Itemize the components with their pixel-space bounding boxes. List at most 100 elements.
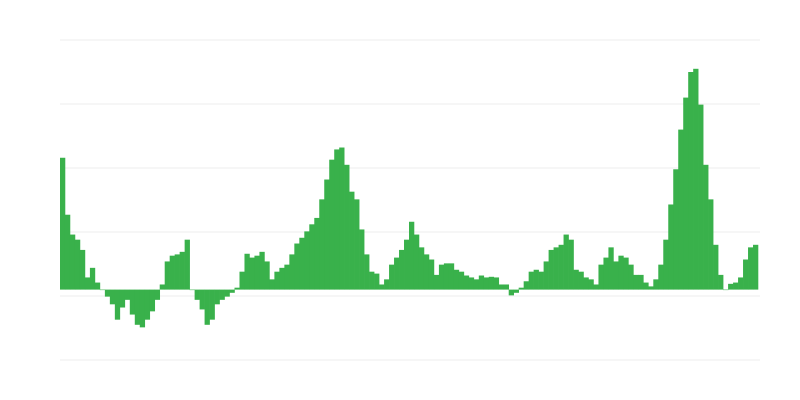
bar — [613, 261, 619, 290]
bar — [453, 269, 460, 290]
bar — [249, 257, 255, 290]
bar — [653, 279, 659, 290]
bar — [743, 259, 749, 290]
bar — [339, 147, 345, 290]
bar — [379, 284, 385, 290]
bar — [538, 271, 544, 290]
bar — [114, 289, 121, 320]
bar — [658, 264, 664, 290]
bar — [149, 289, 156, 312]
bar — [698, 104, 704, 290]
bar — [723, 289, 729, 291]
bar — [463, 275, 470, 290]
bar — [79, 249, 86, 290]
bar — [239, 271, 245, 290]
bar — [678, 129, 684, 290]
bar — [229, 289, 235, 293]
bar — [354, 199, 360, 290]
bar — [169, 255, 175, 290]
bar — [423, 254, 430, 290]
bar — [139, 289, 146, 328]
bar — [369, 271, 375, 290]
bar — [314, 217, 320, 290]
bar — [329, 159, 335, 290]
bar — [753, 244, 759, 290]
bar — [673, 169, 679, 290]
bar — [528, 271, 534, 290]
bar — [433, 274, 440, 290]
bar — [668, 204, 674, 290]
bar — [164, 261, 170, 290]
bar — [264, 261, 270, 290]
bar — [89, 267, 96, 290]
bar — [69, 234, 76, 290]
bar — [438, 264, 445, 290]
bar — [443, 263, 450, 290]
gridlines — [60, 39, 760, 361]
bar — [344, 164, 350, 290]
bar — [144, 289, 151, 320]
bar — [159, 284, 165, 290]
bar — [119, 289, 126, 308]
bar — [598, 264, 604, 290]
bar — [364, 254, 370, 290]
bar — [688, 72, 694, 290]
bars — [60, 68, 759, 328]
bar — [60, 157, 66, 290]
bar — [174, 254, 180, 290]
bar — [703, 164, 709, 290]
bar — [643, 282, 649, 290]
bar — [413, 234, 420, 290]
bar — [708, 199, 714, 290]
bar — [573, 269, 579, 290]
bar — [124, 289, 131, 300]
bar — [748, 247, 754, 290]
bar — [84, 277, 91, 290]
bar — [209, 289, 215, 320]
bar — [234, 287, 240, 290]
bar — [284, 264, 290, 290]
bar — [718, 274, 724, 290]
bar — [74, 239, 81, 290]
bar — [244, 253, 250, 290]
bar — [728, 283, 734, 290]
bar — [593, 284, 599, 290]
bar — [498, 284, 505, 290]
bar — [224, 289, 230, 297]
bar — [478, 275, 485, 290]
bar — [663, 239, 669, 290]
bar — [389, 264, 395, 290]
bar — [568, 239, 574, 290]
bar — [713, 244, 719, 290]
bar — [404, 239, 410, 290]
bar — [418, 247, 425, 290]
bar — [508, 289, 514, 296]
bar — [473, 279, 480, 290]
bar — [269, 279, 275, 290]
bar — [563, 234, 569, 290]
bar — [189, 289, 195, 291]
bar — [319, 199, 325, 290]
bar — [324, 179, 330, 290]
bar — [458, 271, 465, 290]
bar — [623, 257, 629, 290]
bar — [254, 255, 260, 290]
bar — [194, 289, 200, 300]
bar — [134, 289, 141, 325]
bar — [394, 257, 400, 290]
bar — [359, 229, 365, 290]
bar — [618, 255, 624, 290]
bar — [294, 243, 300, 290]
bar — [638, 274, 644, 290]
bar — [219, 289, 225, 300]
bar — [349, 191, 355, 290]
bar — [214, 289, 220, 305]
bar — [129, 289, 136, 315]
bar — [399, 249, 405, 290]
bar — [299, 237, 305, 290]
bar — [104, 289, 111, 297]
bar — [483, 277, 490, 290]
bar — [309, 224, 315, 290]
bar — [648, 286, 654, 290]
